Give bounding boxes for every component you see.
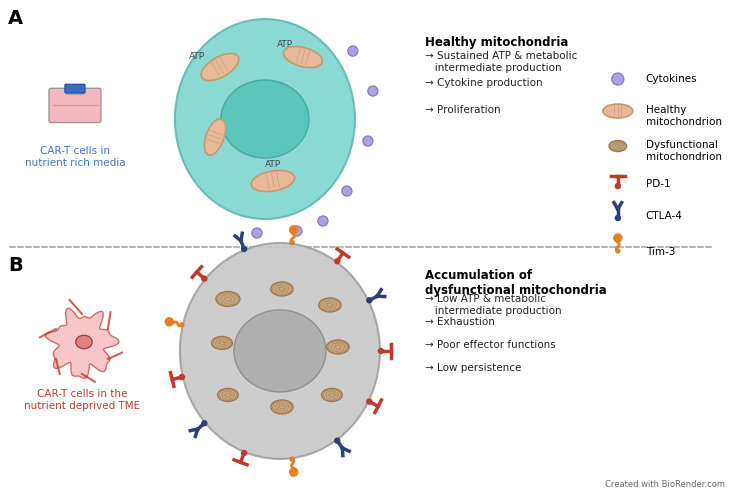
Circle shape — [318, 216, 328, 226]
Circle shape — [165, 318, 174, 326]
Text: ATP: ATP — [265, 160, 281, 169]
Circle shape — [202, 276, 207, 281]
Text: Healthy mitochondria: Healthy mitochondria — [425, 36, 568, 49]
Ellipse shape — [271, 400, 293, 414]
Text: CAR-T cells in the
nutrient deprived TME: CAR-T cells in the nutrient deprived TME — [24, 389, 140, 411]
Text: A: A — [8, 9, 23, 28]
Circle shape — [290, 457, 294, 461]
FancyBboxPatch shape — [65, 84, 85, 93]
Text: Dysfunctional
mitochondrion: Dysfunctional mitochondrion — [646, 140, 722, 162]
Text: → Proliferation: → Proliferation — [425, 105, 501, 115]
Circle shape — [615, 183, 620, 189]
Ellipse shape — [221, 80, 309, 158]
Text: ATP: ATP — [189, 52, 205, 61]
Polygon shape — [66, 92, 84, 94]
Circle shape — [368, 86, 378, 96]
Circle shape — [202, 421, 207, 426]
Text: Accumulation of
dysfunctional mitochondria: Accumulation of dysfunctional mitochondr… — [425, 269, 607, 297]
Ellipse shape — [76, 335, 92, 349]
Circle shape — [289, 226, 298, 234]
Text: → Sustained ATP & metabolic
   intermediate production: → Sustained ATP & metabolic intermediate… — [425, 51, 577, 73]
Circle shape — [363, 136, 373, 146]
Ellipse shape — [216, 291, 240, 306]
Circle shape — [292, 226, 302, 236]
Text: → Low ATP & metabolic
   intermediate production: → Low ATP & metabolic intermediate produ… — [425, 294, 562, 316]
Circle shape — [180, 374, 184, 379]
Text: Cytokines: Cytokines — [646, 74, 697, 84]
Circle shape — [615, 215, 620, 220]
Text: Tim-3: Tim-3 — [646, 247, 675, 257]
Ellipse shape — [175, 19, 355, 219]
Text: → Poor effector functions: → Poor effector functions — [425, 340, 556, 350]
Circle shape — [616, 249, 620, 253]
FancyBboxPatch shape — [49, 88, 101, 123]
Ellipse shape — [201, 53, 239, 81]
Circle shape — [335, 438, 340, 443]
Ellipse shape — [326, 340, 349, 354]
Text: Healthy
mitochondrion: Healthy mitochondrion — [646, 105, 722, 127]
Ellipse shape — [217, 388, 238, 402]
Circle shape — [289, 468, 298, 476]
Ellipse shape — [609, 140, 626, 152]
Text: CAR-T cells in
nutrient rich media: CAR-T cells in nutrient rich media — [24, 146, 125, 167]
Circle shape — [348, 46, 358, 56]
Ellipse shape — [234, 310, 326, 392]
Text: B: B — [8, 256, 23, 275]
Text: PD-1: PD-1 — [646, 179, 671, 189]
Circle shape — [180, 323, 184, 327]
Ellipse shape — [271, 282, 293, 296]
Ellipse shape — [321, 388, 342, 402]
Circle shape — [342, 186, 352, 196]
Circle shape — [612, 73, 624, 85]
Circle shape — [242, 451, 246, 455]
Text: CTLA-4: CTLA-4 — [646, 211, 683, 221]
Ellipse shape — [603, 104, 633, 118]
Text: → Cytokine production: → Cytokine production — [425, 78, 542, 88]
Circle shape — [290, 241, 294, 245]
Circle shape — [367, 399, 372, 404]
Ellipse shape — [283, 46, 322, 68]
Circle shape — [614, 234, 622, 242]
Ellipse shape — [180, 243, 380, 459]
Circle shape — [252, 228, 262, 238]
Circle shape — [335, 259, 340, 264]
Circle shape — [367, 298, 372, 303]
Text: → Low persistence: → Low persistence — [425, 363, 521, 373]
Text: ATP: ATP — [277, 40, 293, 49]
Text: Created with BioRender.com: Created with BioRender.com — [605, 480, 725, 489]
Circle shape — [378, 348, 384, 354]
Circle shape — [242, 247, 246, 251]
Text: → Exhaustion: → Exhaustion — [425, 317, 495, 327]
Ellipse shape — [211, 336, 232, 349]
Ellipse shape — [319, 298, 341, 312]
Ellipse shape — [252, 170, 295, 192]
Ellipse shape — [204, 119, 226, 155]
Polygon shape — [45, 308, 119, 378]
